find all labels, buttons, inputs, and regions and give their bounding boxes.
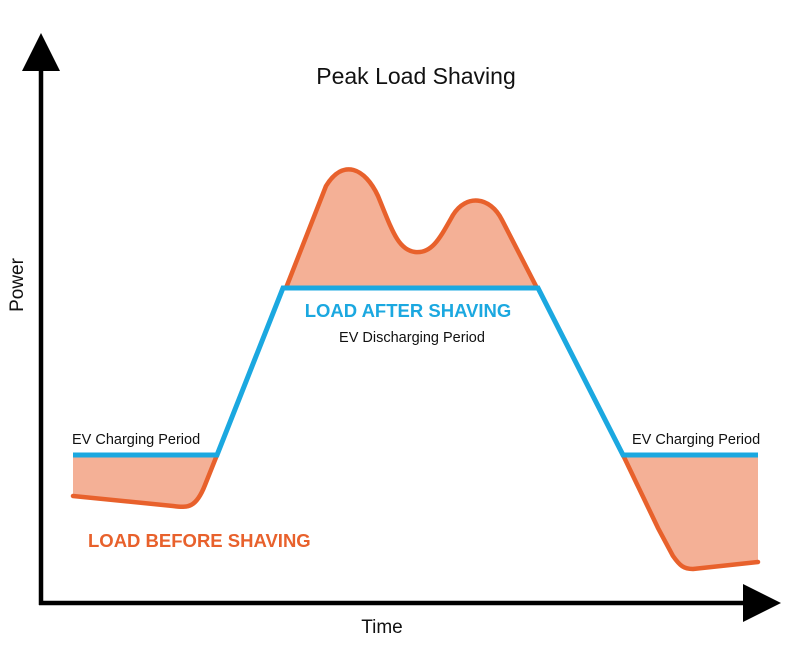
x-axis-arrow-icon	[743, 584, 781, 622]
y-axis-label: Power	[7, 257, 28, 312]
y-axis-arrow-icon	[22, 33, 60, 71]
load-before-shaving-label: LOAD BEFORE SHAVING	[88, 530, 311, 551]
load-after-curve	[73, 285, 758, 458]
ev-charging-left-label: EV Charging Period	[72, 432, 200, 448]
load-before-peak-curve	[283, 167, 540, 291]
load-after-shaving-label: LOAD AFTER SHAVING	[305, 300, 512, 321]
x-axis-label: Time	[361, 617, 403, 638]
ev-discharging-label: EV Discharging Period	[339, 330, 485, 346]
peak-shaved-area	[286, 169, 537, 288]
load-before-left-curve	[70, 452, 220, 510]
ev-charging-right-label: EV Charging Period	[632, 432, 760, 448]
charging-gap-right-area	[623, 455, 758, 569]
charging-gap-left-area	[73, 455, 217, 507]
load-before-right-curve	[620, 452, 761, 572]
chart-title: Peak Load Shaving	[316, 63, 516, 89]
